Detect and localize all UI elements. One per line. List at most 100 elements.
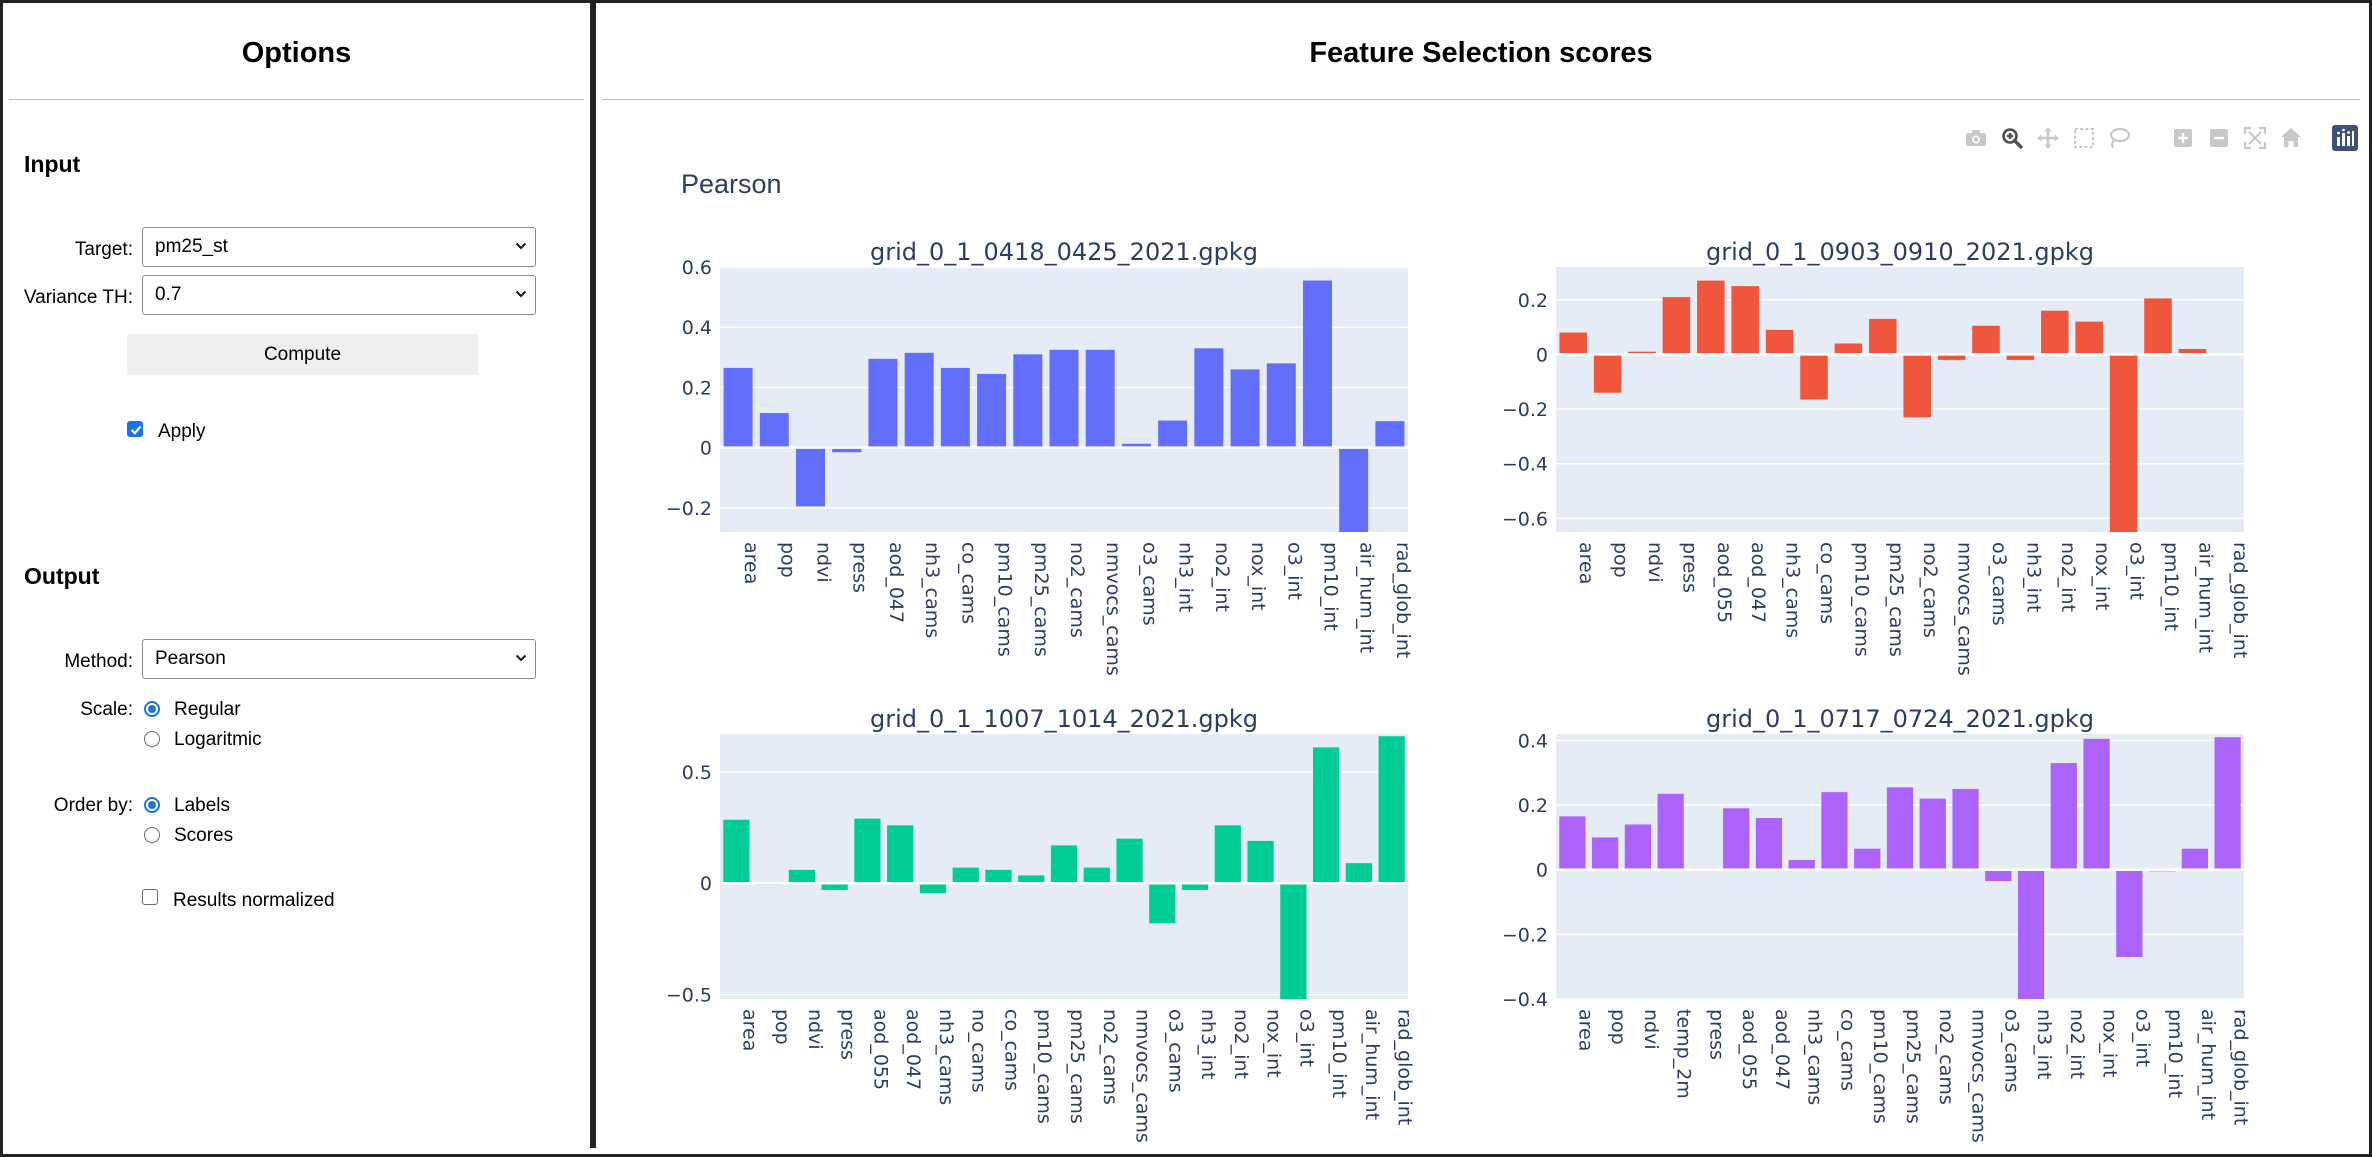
chart-xtick-label: nox_int	[1247, 542, 1269, 611]
chart-xtick-label: aod_055	[1713, 542, 1735, 623]
chart-xtick-label: nh3_cams	[1804, 1009, 1826, 1105]
camera-icon[interactable]	[1963, 125, 1989, 151]
chart-xtick-label: pm10_int	[1328, 1009, 1350, 1098]
chart-xtick-label: temp_2m	[1673, 1009, 1695, 1099]
target-select[interactable]: pm25_st	[142, 227, 536, 267]
chart-xtick-label: o3_cams	[1164, 1009, 1186, 1093]
chart-xtick-label: no_cams	[968, 1009, 990, 1093]
chart-xtick-label: ndvi	[1640, 1009, 1662, 1050]
chart-bar	[1662, 297, 1691, 355]
chart-xtick-label: pm25_cams	[1030, 542, 1052, 657]
chart-xtick-label: area	[738, 1009, 760, 1051]
chart-bar	[1345, 863, 1372, 884]
panel-divider	[590, 3, 596, 1148]
chart-xtick-label: air_hum_int	[2197, 1009, 2219, 1120]
chevron-down-icon	[515, 290, 527, 298]
chart-bar	[1121, 443, 1151, 448]
pan-icon[interactable]	[2035, 125, 2061, 151]
chart-bar	[821, 883, 848, 890]
autoscale-icon[interactable]	[2242, 125, 2268, 151]
chart-xtick-label: air_hum_int	[1356, 542, 1378, 653]
chart-ytick-label: 0	[700, 438, 712, 460]
chart-bar	[1013, 354, 1043, 448]
chart-bar	[723, 819, 750, 884]
chart-bar	[1375, 421, 1405, 448]
chart-xtick-label: nh3_cams	[935, 1009, 957, 1105]
chart-bar	[1302, 280, 1332, 448]
chart-xtick-label: ndvi	[804, 1009, 826, 1050]
chart-xtick-label: rad_glob_int	[1392, 542, 1414, 658]
method-label: Method:	[64, 651, 133, 672]
chart-bar	[1085, 349, 1115, 448]
chart-xtick-label: o3_int	[1283, 542, 1305, 600]
chart-xtick-label: nox_int	[1263, 1009, 1285, 1078]
chart-bar	[2214, 737, 2241, 870]
chart-xtick-label: press	[1678, 542, 1700, 593]
results-normalized-checkbox[interactable]	[142, 889, 158, 905]
chart-bar	[919, 883, 947, 894]
zoom-icon[interactable]	[1999, 125, 2025, 151]
chart-bar	[1919, 798, 1946, 870]
chart-bar	[1194, 348, 1224, 448]
chart-bar	[1116, 838, 1143, 884]
chart-xtick-label: nh3_int	[1175, 542, 1197, 612]
chart-bar	[904, 352, 934, 448]
options-divider-rule	[9, 99, 584, 100]
apply-checkbox[interactable]	[127, 421, 143, 437]
order-scores-label: Scores	[174, 825, 234, 846]
chart-ytick-label: 0	[1536, 344, 1548, 366]
chart-xtick-label: no2_cams	[1935, 1009, 1957, 1105]
chart-xtick-label: pm10_cams	[1869, 1009, 1891, 1124]
chart-bar	[1592, 837, 1619, 870]
chart-ytick-label: −0.5	[666, 985, 712, 1007]
method-select[interactable]: Pearson	[142, 639, 536, 679]
zoom-in-icon[interactable]	[2170, 125, 2196, 151]
order-scores-radio[interactable]	[144, 827, 160, 843]
scale-logaritmic-radio[interactable]	[144, 731, 160, 747]
chart-bar	[1018, 875, 1045, 884]
chart-bar	[1049, 349, 1079, 448]
chart-bar	[952, 867, 979, 884]
chart-xtick-label: pm25_cams	[1885, 542, 1907, 657]
chart-xtick-label: air_hum_int	[2194, 542, 2216, 653]
lasso-icon[interactable]	[2106, 125, 2132, 151]
chart-ytick-label: −0.2	[666, 498, 712, 520]
chart-bar	[832, 447, 862, 453]
order-labels-radio[interactable]	[144, 797, 160, 813]
reset-axes-icon[interactable]	[2278, 125, 2304, 151]
chart-title: grid_0_1_0717_0724_2021.gpkg	[1706, 705, 2094, 733]
chart-bar	[1181, 883, 1209, 890]
apply-label: Apply	[158, 421, 206, 442]
chart-xtick-label: nh3_int	[2033, 1009, 2055, 1079]
chart-bar	[2083, 738, 2110, 870]
chart-bar	[1821, 792, 1848, 870]
box-select-icon[interactable]	[2071, 125, 2097, 151]
chart-bar	[2116, 869, 2143, 957]
chart-xtick-label: pop	[1607, 1009, 1629, 1045]
chart-bar	[1834, 343, 1863, 355]
chart-bar	[1230, 369, 1260, 448]
chart-xtick-label: no2_int	[2057, 542, 2079, 612]
plotly-logo-icon[interactable]	[2332, 125, 2358, 151]
chart-ytick-label: −0.2	[1502, 399, 1548, 421]
chart-xtick-label: ndvi	[1644, 542, 1666, 583]
method-title: Pearson	[681, 169, 782, 199]
chart-bar	[887, 825, 914, 884]
chart-ytick-label: 0.2	[1518, 795, 1548, 817]
chart-xtick-label: press	[1705, 1009, 1727, 1060]
chart-ytick-label: −0.4	[1502, 989, 1548, 1011]
target-value: pm25_st	[155, 236, 228, 257]
scale-regular-radio[interactable]	[144, 701, 160, 717]
chart-bar	[1765, 329, 1794, 355]
target-label: Target:	[74, 239, 133, 260]
method-value: Pearson	[155, 648, 226, 669]
variance-select[interactable]: 0.7	[142, 275, 536, 315]
chart-xtick-label: nox_int	[2091, 542, 2113, 611]
chart-bar	[1628, 351, 1656, 355]
chart-xtick-label: rad_glob_int	[2230, 1009, 2252, 1125]
zoom-out-icon[interactable]	[2206, 125, 2232, 151]
chart-bar	[723, 367, 753, 448]
chart-xtick-label: nox_int	[2099, 1009, 2121, 1078]
compute-button[interactable]: Compute	[127, 334, 478, 375]
